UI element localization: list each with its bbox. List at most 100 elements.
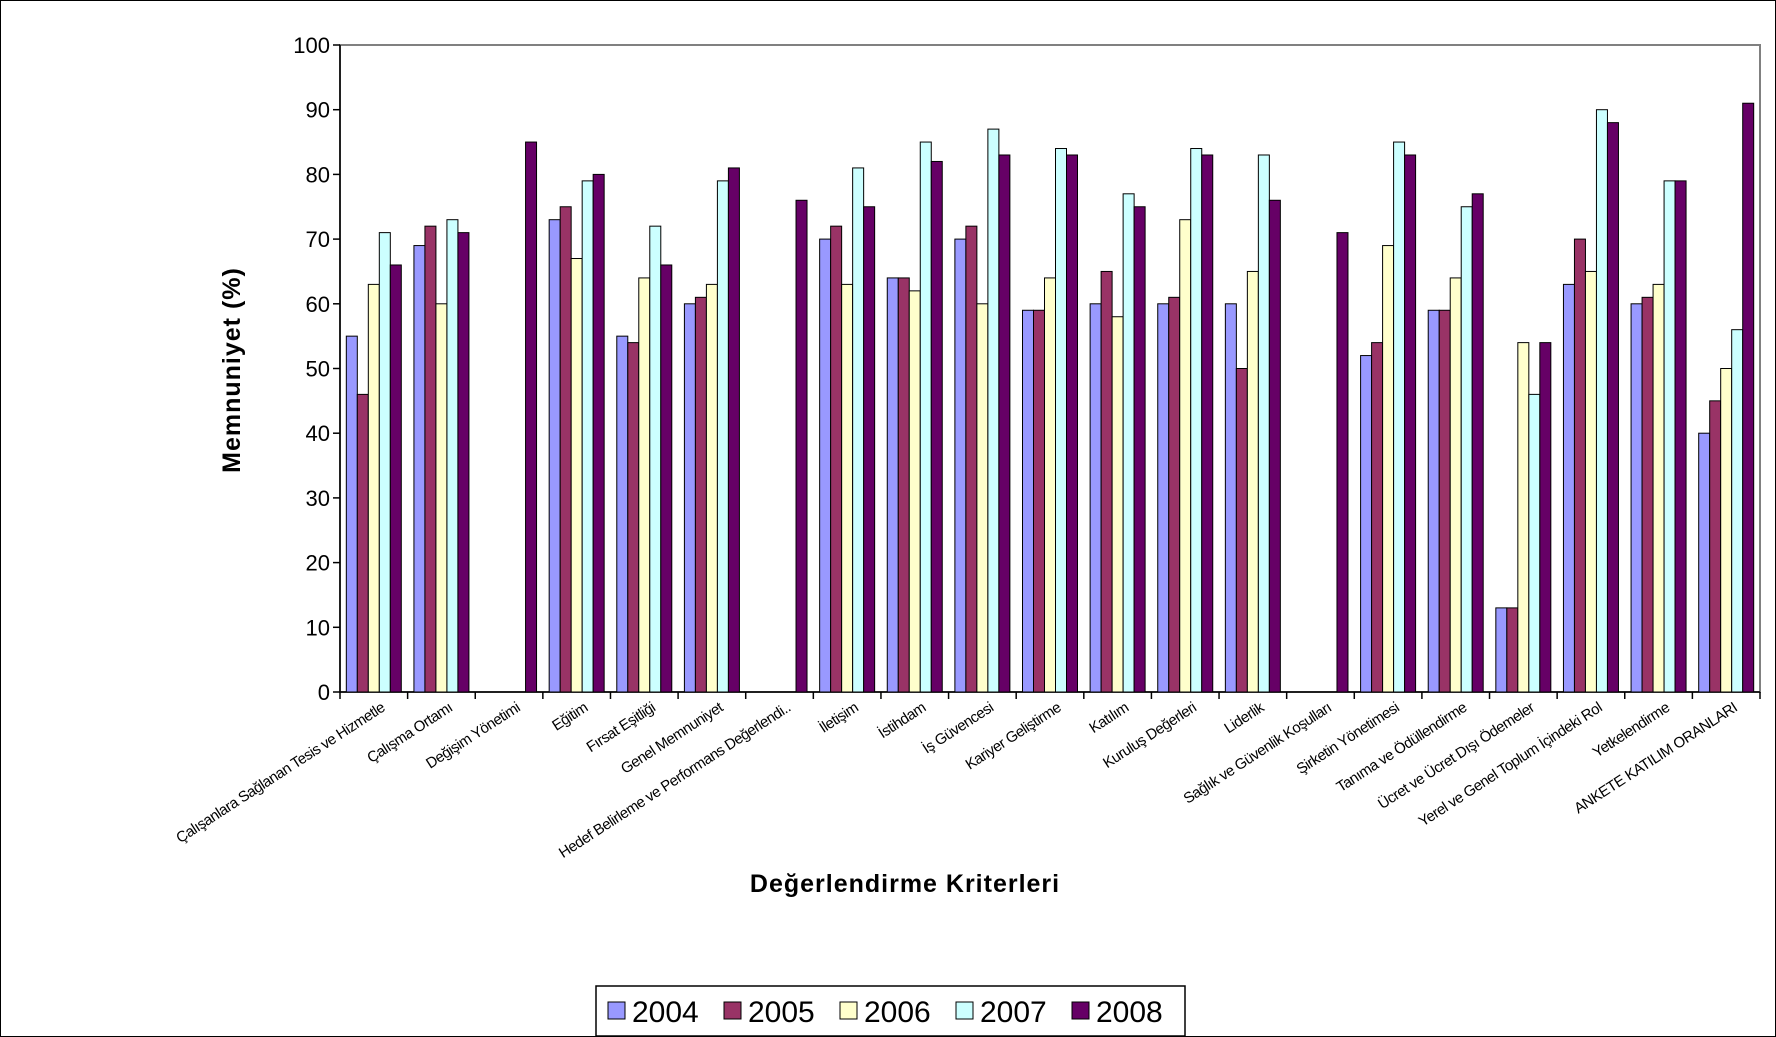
bar-2005-20 bbox=[1710, 401, 1721, 692]
bar-2007-7 bbox=[853, 168, 864, 692]
legend: 2004 2005 2006 2007 2008 bbox=[596, 986, 1185, 1036]
bar-2007-9 bbox=[988, 129, 999, 692]
bar-2006-9 bbox=[977, 304, 988, 692]
bar-2005-16 bbox=[1439, 310, 1450, 692]
bar-2008-9 bbox=[999, 155, 1010, 692]
bar-2008-15 bbox=[1405, 155, 1416, 692]
bar-2004-3 bbox=[549, 220, 560, 692]
bar-2006-16 bbox=[1450, 278, 1461, 692]
bar-2004-17 bbox=[1496, 608, 1507, 692]
y-axis-title: Memnuniyet (%) bbox=[218, 267, 246, 473]
bar-2008-16 bbox=[1472, 194, 1483, 692]
bar-2007-20 bbox=[1732, 330, 1743, 692]
y-tick-label: 90 bbox=[306, 98, 330, 123]
bar-2005-11 bbox=[1101, 271, 1112, 692]
bar-2008-12 bbox=[1202, 155, 1213, 692]
bar-2008-14 bbox=[1337, 233, 1348, 692]
bar-2005-0 bbox=[357, 394, 368, 692]
bar-2006-19 bbox=[1653, 284, 1664, 692]
bar-2006-1 bbox=[436, 304, 447, 692]
bar-2004-10 bbox=[1023, 310, 1034, 692]
legend-label-2005: 2005 bbox=[748, 996, 815, 1029]
x-tick-label: Hedef Belirleme ve Performans Değerlendi… bbox=[556, 699, 794, 862]
bar-2008-20 bbox=[1743, 103, 1754, 692]
bar-2006-17 bbox=[1518, 343, 1529, 692]
y-tick-label: 10 bbox=[306, 615, 330, 640]
y-tick-label: 60 bbox=[306, 292, 330, 317]
bar-2005-12 bbox=[1169, 297, 1180, 692]
y-tick-label: 30 bbox=[306, 486, 330, 511]
bar-2008-3 bbox=[593, 174, 604, 692]
bar-2008-0 bbox=[390, 265, 401, 692]
bar-2008-7 bbox=[864, 207, 875, 692]
x-tick-label: İletişim bbox=[816, 698, 862, 736]
bars bbox=[346, 103, 1753, 692]
x-tick-label: İstihdam bbox=[875, 698, 929, 742]
bar-2008-2 bbox=[526, 142, 537, 692]
bar-2008-18 bbox=[1607, 123, 1618, 692]
bar-2004-8 bbox=[887, 278, 898, 692]
bar-2006-13 bbox=[1247, 271, 1258, 692]
y-tick-label: 80 bbox=[306, 162, 330, 187]
bar-2004-11 bbox=[1090, 304, 1101, 692]
bar-2005-15 bbox=[1372, 343, 1383, 692]
bar-2005-8 bbox=[898, 278, 909, 692]
bar-2008-17 bbox=[1540, 343, 1551, 692]
bar-2006-15 bbox=[1383, 246, 1394, 692]
bar-2008-5 bbox=[728, 168, 739, 692]
legend-swatch-2008 bbox=[1072, 1002, 1089, 1019]
bar-2007-16 bbox=[1461, 207, 1472, 692]
x-tick-label: Katılım bbox=[1086, 699, 1131, 737]
bar-2005-1 bbox=[425, 226, 436, 692]
bar-2006-10 bbox=[1045, 278, 1056, 692]
bar-2004-18 bbox=[1563, 284, 1574, 692]
x-tick-label: Çalışanlara Sağlanan Tesis ve Hizmetle bbox=[173, 699, 388, 847]
bar-2008-1 bbox=[458, 233, 469, 692]
bar-2007-12 bbox=[1191, 149, 1202, 692]
bar-2004-9 bbox=[955, 239, 966, 692]
x-tick-label: Liderlik bbox=[1221, 699, 1268, 738]
legend-swatch-2006 bbox=[840, 1002, 857, 1019]
bar-2006-3 bbox=[571, 259, 582, 692]
bar-2008-10 bbox=[1067, 155, 1078, 692]
bar-2006-8 bbox=[909, 291, 920, 692]
bar-2004-4 bbox=[617, 336, 628, 692]
bar-2004-15 bbox=[1361, 356, 1372, 692]
legend-label-2006: 2006 bbox=[864, 996, 931, 1029]
bar-2004-12 bbox=[1158, 304, 1169, 692]
bar-2005-9 bbox=[966, 226, 977, 692]
bar-2007-10 bbox=[1056, 149, 1067, 692]
bar-2006-7 bbox=[842, 284, 853, 692]
bar-2007-19 bbox=[1664, 181, 1675, 692]
bar-2005-17 bbox=[1507, 608, 1518, 692]
y-tick-label: 0 bbox=[318, 680, 330, 705]
bar-2005-4 bbox=[628, 343, 639, 692]
bar-2006-12 bbox=[1180, 220, 1191, 692]
bar-2006-4 bbox=[639, 278, 650, 692]
y-tick-label: 40 bbox=[306, 421, 330, 446]
legend-swatch-2005 bbox=[724, 1002, 741, 1019]
bar-2008-4 bbox=[661, 265, 672, 692]
legend-label-2004: 2004 bbox=[632, 996, 699, 1029]
bar-2004-16 bbox=[1428, 310, 1439, 692]
bar-2007-8 bbox=[920, 142, 931, 692]
bar-2004-20 bbox=[1699, 433, 1710, 692]
bar-2007-17 bbox=[1529, 394, 1540, 692]
bar-2005-18 bbox=[1574, 239, 1585, 692]
bar-2007-11 bbox=[1123, 194, 1134, 692]
x-axis-labels: Çalışanlara Sağlanan Tesis ve HizmetleÇa… bbox=[173, 692, 1760, 862]
y-tick-label: 50 bbox=[306, 357, 330, 382]
bar-2004-1 bbox=[414, 246, 425, 692]
bar-2007-4 bbox=[650, 226, 661, 692]
bar-2008-11 bbox=[1134, 207, 1145, 692]
legend-swatch-2004 bbox=[608, 1002, 625, 1019]
x-axis-title: Değerlendirme Kriterleri bbox=[750, 870, 1060, 898]
bar-2005-7 bbox=[831, 226, 842, 692]
bar-2004-0 bbox=[346, 336, 357, 692]
bar-2008-13 bbox=[1269, 200, 1280, 692]
bar-2004-13 bbox=[1225, 304, 1236, 692]
bar-2004-5 bbox=[684, 304, 695, 692]
legend-label-2008: 2008 bbox=[1096, 996, 1163, 1029]
bar-2005-19 bbox=[1642, 297, 1653, 692]
y-tick-label: 100 bbox=[293, 33, 330, 58]
